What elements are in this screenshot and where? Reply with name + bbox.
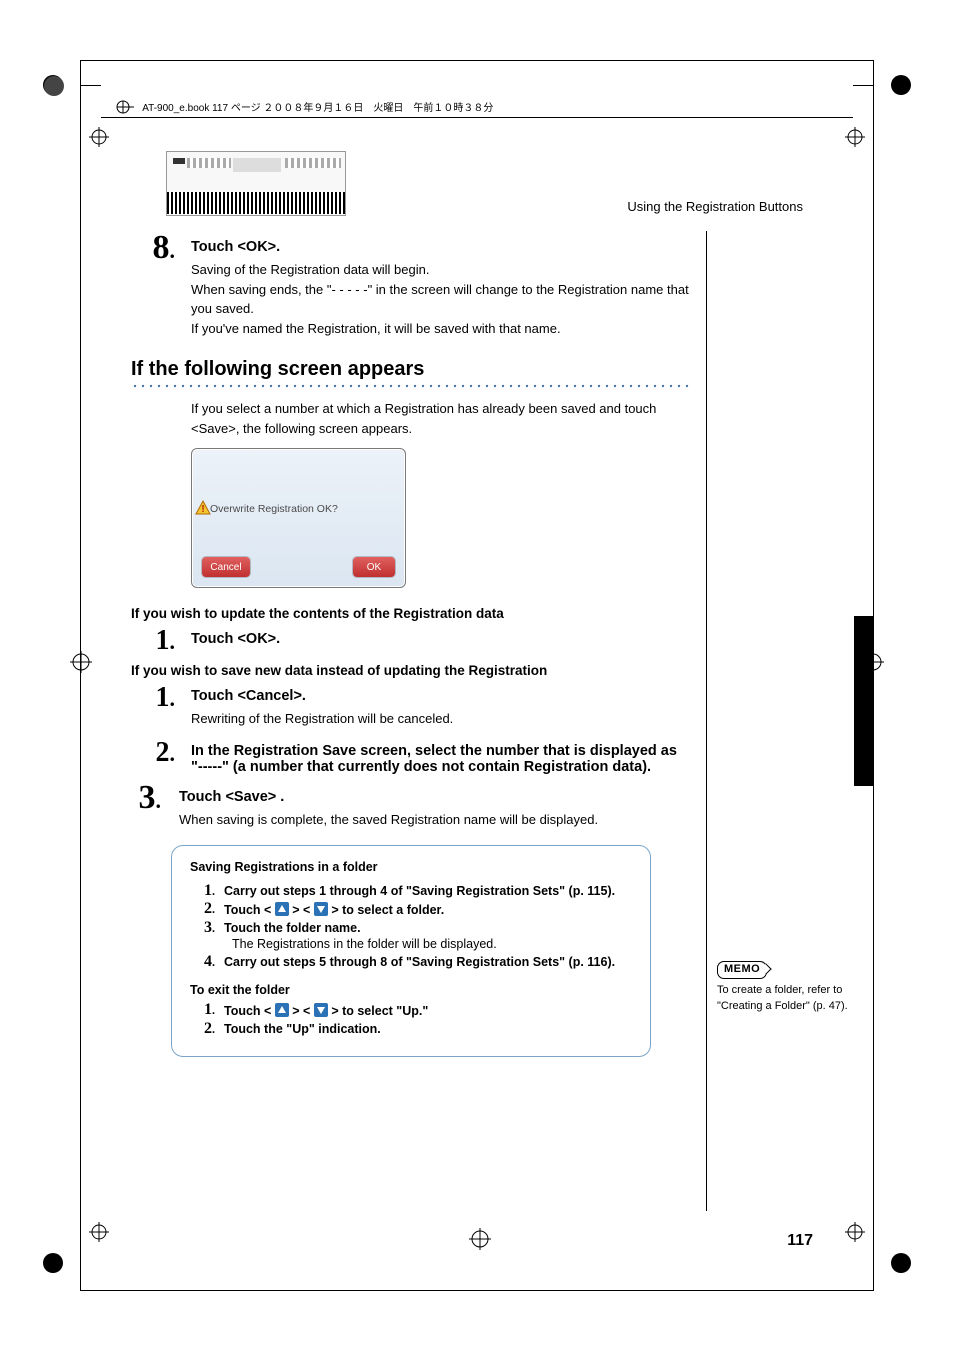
crosshair-icon (89, 1222, 109, 1242)
doc-header: AT-900_e.book 117 ページ ２００８年９月１６日 火曜日 午前１… (116, 99, 493, 117)
book-icon (116, 100, 134, 117)
crosshair-icon (845, 1222, 865, 1242)
svg-text:!: ! (201, 504, 204, 515)
step-text: Carry out steps 1 through 4 of "Saving R… (224, 884, 615, 898)
step-note: The Registrations in the folder will be … (232, 937, 632, 951)
box-subtitle-exit: To exit the folder (190, 983, 632, 997)
keyboard-image (166, 151, 346, 216)
step-a1: 1. Touch <OK>. (131, 631, 691, 647)
crosshair-icon (469, 1228, 491, 1250)
step-text: Touch the "Up" indication. (224, 1022, 381, 1036)
cancel-button[interactable]: Cancel (202, 557, 250, 577)
box-exit-2: 2. Touch the "Up" indication. (204, 1022, 632, 1036)
step-body: Saving of the Registration data will beg… (191, 260, 691, 280)
step-title: In the Registration Save screen, select … (191, 743, 691, 775)
subhead-savenew: If you wish to save new data instead of … (131, 663, 691, 678)
step-title: Touch <OK>. (191, 239, 691, 255)
step-text: Touch the folder name. (224, 921, 361, 935)
dotted-rule (131, 383, 691, 389)
step-body: If you've named the Registration, it wil… (191, 319, 691, 339)
crosshair-icon (89, 127, 109, 147)
crosshair-icon (70, 651, 92, 673)
step-b3: 3. Touch <Save> . When saving is complet… (131, 789, 691, 830)
thumb-tab-text: Using the Registration Buttons (862, 633, 871, 734)
step-b1: 1. Touch <Cancel>. Rewriting of the Regi… (131, 688, 691, 729)
step-text: Touch < > < > to select "Up." (224, 1004, 428, 1018)
step-title: Touch <Cancel>. (191, 688, 691, 704)
step-number: 1. (131, 682, 175, 714)
step-body: Rewriting of the Registration will be ca… (191, 709, 691, 729)
step-body: When saving is complete, the saved Regis… (179, 810, 691, 830)
box-title: Saving Registrations in a folder (190, 860, 632, 874)
info-box: Saving Registrations in a folder 1. Carr… (171, 845, 651, 1057)
memo-text: To create a folder, refer to (717, 984, 842, 996)
fold-mark (853, 85, 873, 86)
paragraph: If you select a number at which a Regist… (191, 399, 691, 438)
step-number: 3. (204, 919, 215, 937)
cmyk-mark-tr (886, 70, 916, 105)
step-text: Carry out steps 5 through 8 of "Saving R… (224, 955, 615, 969)
step-number: 2. (131, 737, 175, 769)
vertical-rule (706, 231, 707, 1211)
step-number: 1. (204, 882, 215, 900)
crosshair-icon (845, 127, 865, 147)
box-exit-1: 1. Touch < > < > to select "Up." (204, 1003, 632, 1018)
box-step-1: 1. Carry out steps 1 through 4 of "Savin… (204, 884, 632, 898)
cmyk-mark-br (886, 1248, 916, 1283)
step-number: 8. (131, 229, 175, 267)
step-title: Touch <Save> . (179, 789, 691, 805)
page: AT-900_e.book 117 ページ ２００８年９月１６日 火曜日 午前１… (80, 60, 874, 1291)
memo-sidebar: MEMO To create a folder, refer to "Creat… (717, 961, 857, 1015)
overwrite-dialog: ! Overwrite Registration OK? Cancel OK (191, 448, 406, 588)
step-title: Touch <OK>. (191, 631, 691, 647)
cmyk-mark-bl (38, 1248, 68, 1283)
fold-mark (81, 85, 101, 86)
box-step-2: 2. Touch < > < > to select a folder. (204, 902, 632, 917)
box-step-4: 4. Carry out steps 5 through 8 of "Savin… (204, 955, 632, 969)
page-number: 117 (787, 1232, 813, 1250)
step-b2: 2. In the Registration Save screen, sele… (131, 743, 691, 775)
step-text: Touch < > < > to select a folder. (224, 903, 444, 917)
dialog-message: Overwrite Registration OK? (210, 503, 338, 515)
down-triangle-icon (314, 902, 328, 916)
step-number: 3. (131, 779, 161, 817)
step-number: 4. (204, 953, 215, 971)
memo-text: "Creating a Folder" (p. 47). (717, 1000, 848, 1012)
step-number: 2. (204, 1020, 215, 1038)
doc-header-text: AT-900_e.book 117 ページ ２００８年９月１６日 火曜日 午前１… (142, 103, 493, 114)
step-8: 8. Touch <OK>. Saving of the Registratio… (131, 239, 691, 338)
running-head: Using the Registration Buttons (627, 199, 803, 214)
box-step-3: 3. Touch the folder name. The Registrati… (204, 921, 632, 951)
up-triangle-icon (275, 902, 289, 916)
header-rule (101, 117, 853, 118)
memo-badge: MEMO (717, 961, 767, 979)
subhead-update: If you wish to update the contents of th… (131, 606, 691, 621)
down-triangle-icon (314, 1003, 328, 1017)
heading-if-appears: If the following screen appears (131, 358, 691, 381)
up-triangle-icon (275, 1003, 289, 1017)
ok-button[interactable]: OK (353, 557, 395, 577)
step-number: 1. (204, 1001, 215, 1019)
step-number: 2. (204, 900, 215, 918)
cmyk-mark-tl (38, 70, 68, 105)
step-body: When saving ends, the "- - - - -" in the… (191, 280, 691, 319)
step-number: 1. (131, 625, 175, 657)
